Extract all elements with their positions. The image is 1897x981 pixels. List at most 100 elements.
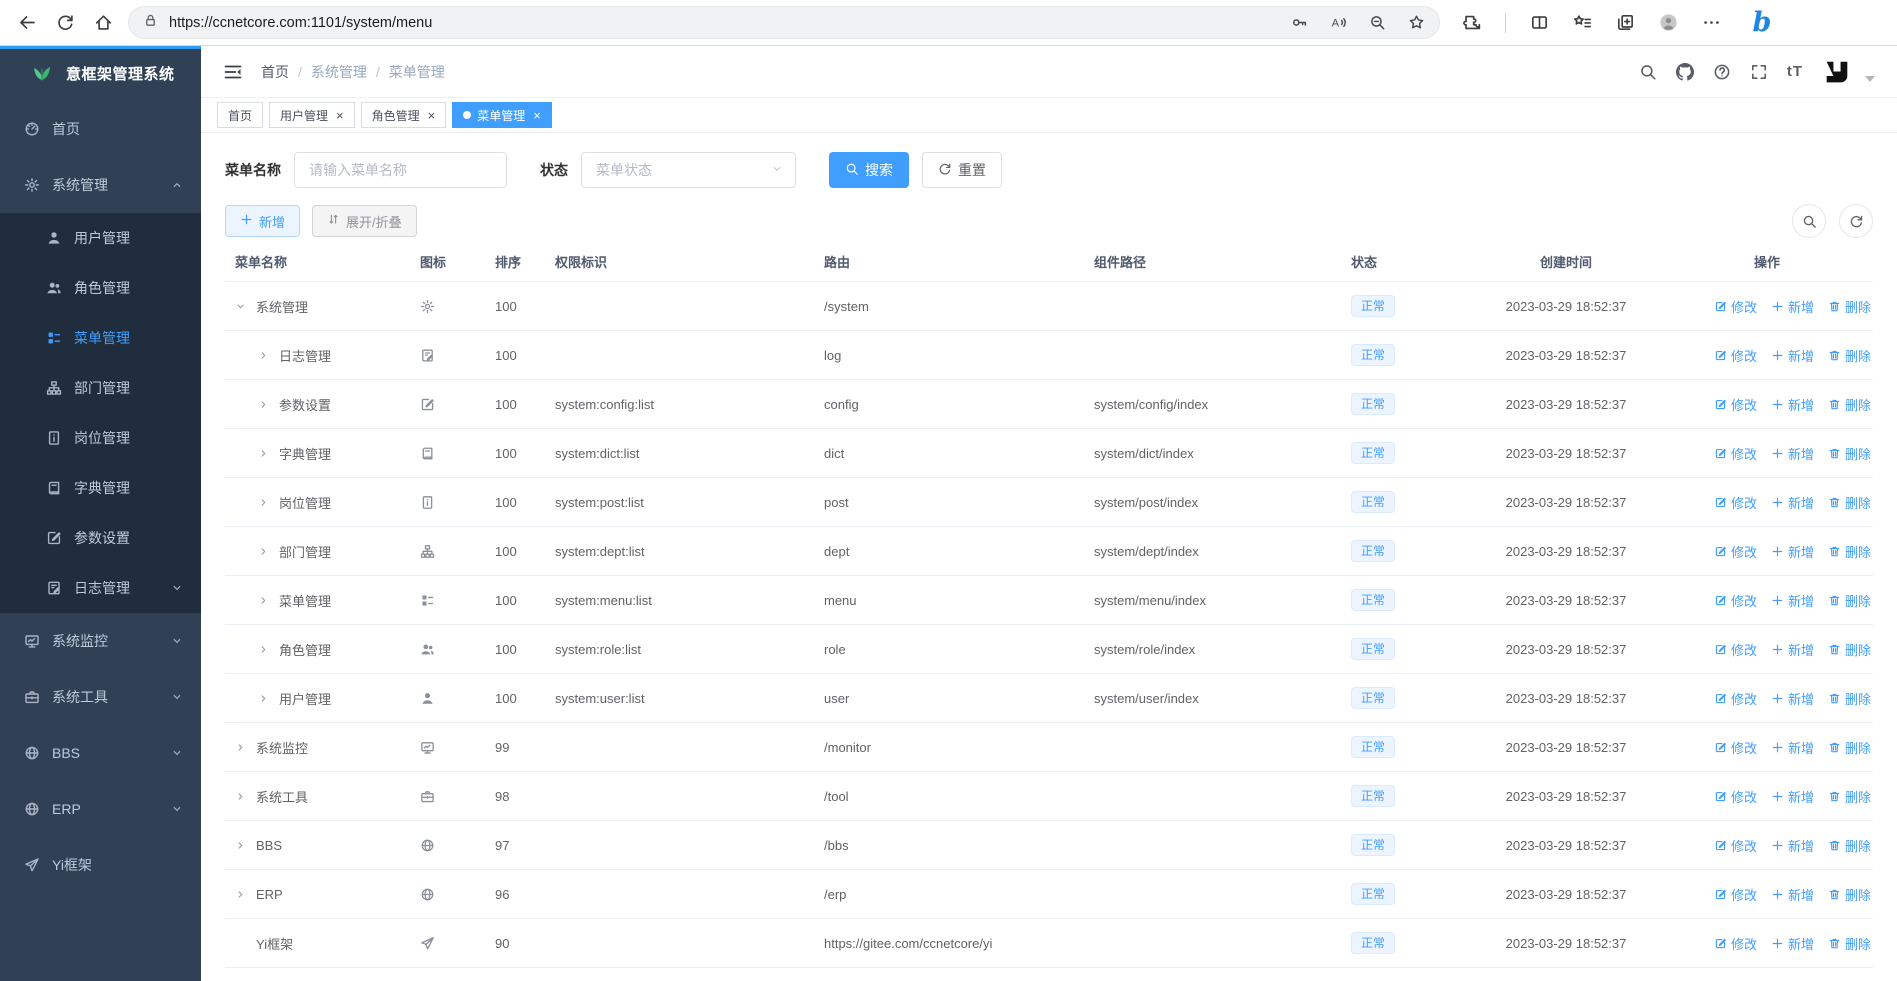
address-bar[interactable]: https://ccnetcore.com:1101/system/menu A xyxy=(128,6,1440,39)
删除-link[interactable]: 删除 xyxy=(1828,836,1871,855)
删除-link[interactable]: 删除 xyxy=(1828,591,1871,610)
question-icon[interactable] xyxy=(1713,63,1731,81)
close-tab-icon[interactable]: × xyxy=(336,107,344,123)
read-aloud-icon[interactable]: A xyxy=(1330,14,1347,31)
url-text[interactable]: https://ccnetcore.com:1101/system/menu xyxy=(169,14,433,31)
删除-link[interactable]: 删除 xyxy=(1828,346,1871,365)
menu-name-input[interactable] xyxy=(294,152,507,188)
修改-link[interactable]: 修改 xyxy=(1714,689,1757,708)
expand-right-icon[interactable] xyxy=(258,497,270,508)
sidebar-item-日志管理[interactable]: 日志管理 xyxy=(0,563,201,613)
修改-link[interactable]: 修改 xyxy=(1714,738,1757,757)
sidebar-item-岗位管理[interactable]: 岗位管理 xyxy=(0,413,201,463)
fullscreen-icon[interactable] xyxy=(1750,63,1768,81)
tag-view-菜单管理[interactable]: 菜单管理 × xyxy=(452,102,552,128)
expand-down-icon[interactable] xyxy=(235,301,247,312)
删除-link[interactable]: 删除 xyxy=(1828,493,1871,512)
修改-link[interactable]: 修改 xyxy=(1714,591,1757,610)
删除-link[interactable]: 删除 xyxy=(1828,297,1871,316)
expand-right-icon[interactable] xyxy=(258,350,270,361)
github-icon[interactable] xyxy=(1675,62,1694,81)
expand-right-icon[interactable] xyxy=(235,791,247,802)
修改-link[interactable]: 修改 xyxy=(1714,787,1757,806)
新增-link[interactable]: 新增 xyxy=(1771,493,1814,512)
新增-link[interactable]: 新增 xyxy=(1771,836,1814,855)
breadcrumb-item[interactable]: 系统管理 xyxy=(310,63,367,80)
expand-right-icon[interactable] xyxy=(235,742,247,753)
profile-icon[interactable] xyxy=(1659,13,1678,32)
新增-link[interactable]: 新增 xyxy=(1771,934,1814,953)
修改-link[interactable]: 修改 xyxy=(1714,836,1757,855)
sidebar-item-菜单管理[interactable]: 菜单管理 xyxy=(0,313,201,363)
tag-view-用户管理[interactable]: 用户管理 × xyxy=(269,102,355,128)
删除-link[interactable]: 删除 xyxy=(1828,934,1871,953)
expand-right-icon[interactable] xyxy=(258,399,270,410)
status-select[interactable]: 菜单状态 xyxy=(581,152,796,188)
sidebar-item-系统监控[interactable]: 系统监控 xyxy=(0,613,201,669)
新增-link[interactable]: 新增 xyxy=(1771,689,1814,708)
favorite-add-icon[interactable] xyxy=(1408,14,1425,31)
删除-link[interactable]: 删除 xyxy=(1828,542,1871,561)
password-key-icon[interactable] xyxy=(1291,14,1308,31)
修改-link[interactable]: 修改 xyxy=(1714,885,1757,904)
expand-right-icon[interactable] xyxy=(258,546,270,557)
user-avatar-logo[interactable] xyxy=(1822,57,1852,87)
修改-link[interactable]: 修改 xyxy=(1714,934,1757,953)
sidebar-item-BBS[interactable]: BBS xyxy=(0,725,201,781)
favorites-bar-icon[interactable] xyxy=(1573,13,1592,32)
sidebar-item-系统工具[interactable]: 系统工具 xyxy=(0,669,201,725)
删除-link[interactable]: 删除 xyxy=(1828,444,1871,463)
refresh-table-button[interactable] xyxy=(1839,204,1873,238)
bing-icon[interactable]: b xyxy=(1745,5,1779,40)
sidebar-item-ERP[interactable]: ERP xyxy=(0,781,201,837)
删除-link[interactable]: 删除 xyxy=(1828,738,1871,757)
修改-link[interactable]: 修改 xyxy=(1714,640,1757,659)
close-tab-icon[interactable]: × xyxy=(427,107,436,123)
修改-link[interactable]: 修改 xyxy=(1714,444,1757,463)
删除-link[interactable]: 删除 xyxy=(1828,787,1871,806)
新增-link[interactable]: 新增 xyxy=(1771,738,1814,757)
split-screen-icon[interactable] xyxy=(1530,13,1549,32)
tag-view-角色管理[interactable]: 角色管理 × xyxy=(360,102,447,128)
sidebar-item-部门管理[interactable]: 部门管理 xyxy=(0,363,201,413)
menu-fold-icon[interactable] xyxy=(223,62,243,82)
show-search-button[interactable] xyxy=(1792,204,1826,238)
breadcrumb-item[interactable]: 首页 xyxy=(261,63,289,80)
expand-right-icon[interactable] xyxy=(258,693,270,704)
more-options-icon[interactable] xyxy=(1702,13,1721,32)
sidebar-item-字典管理[interactable]: 字典管理 xyxy=(0,463,201,513)
expand-right-icon[interactable] xyxy=(235,889,247,900)
sidebar-item-参数设置[interactable]: 参数设置 xyxy=(0,513,201,563)
close-tab-icon[interactable]: × xyxy=(533,107,541,123)
home-button[interactable] xyxy=(84,6,122,40)
sidebar-item-系统管理[interactable]: 系统管理 xyxy=(0,157,201,213)
新增-link[interactable]: 新增 xyxy=(1771,542,1814,561)
avatar-dropdown-caret-icon[interactable] xyxy=(1865,75,1875,82)
新增-link[interactable]: 新增 xyxy=(1771,787,1814,806)
expand-right-icon[interactable] xyxy=(258,448,270,459)
extensions-icon[interactable] xyxy=(1462,13,1481,32)
expand-right-icon[interactable] xyxy=(235,840,247,851)
search-icon[interactable] xyxy=(1639,63,1657,81)
add-button[interactable]: 新增 xyxy=(225,205,301,237)
删除-link[interactable]: 删除 xyxy=(1828,885,1871,904)
修改-link[interactable]: 修改 xyxy=(1714,297,1757,316)
新增-link[interactable]: 新增 xyxy=(1771,395,1814,414)
expand-collapse-button[interactable]: 展开/折叠 xyxy=(312,205,417,237)
修改-link[interactable]: 修改 xyxy=(1714,493,1757,512)
删除-link[interactable]: 删除 xyxy=(1828,640,1871,659)
back-button[interactable] xyxy=(8,6,46,40)
新增-link[interactable]: 新增 xyxy=(1771,444,1814,463)
collections-icon[interactable] xyxy=(1616,13,1635,32)
修改-link[interactable]: 修改 xyxy=(1714,542,1757,561)
删除-link[interactable]: 删除 xyxy=(1828,689,1871,708)
reset-button[interactable]: 重置 xyxy=(922,152,1002,188)
sidebar-item-Yi框架[interactable]: Yi框架 xyxy=(0,837,201,893)
tag-view-首页[interactable]: 首页 xyxy=(217,102,264,128)
新增-link[interactable]: 新增 xyxy=(1771,297,1814,316)
新增-link[interactable]: 新增 xyxy=(1771,640,1814,659)
expand-right-icon[interactable] xyxy=(258,595,270,606)
修改-link[interactable]: 修改 xyxy=(1714,395,1757,414)
删除-link[interactable]: 删除 xyxy=(1828,395,1871,414)
search-button[interactable]: 搜索 xyxy=(829,152,909,188)
